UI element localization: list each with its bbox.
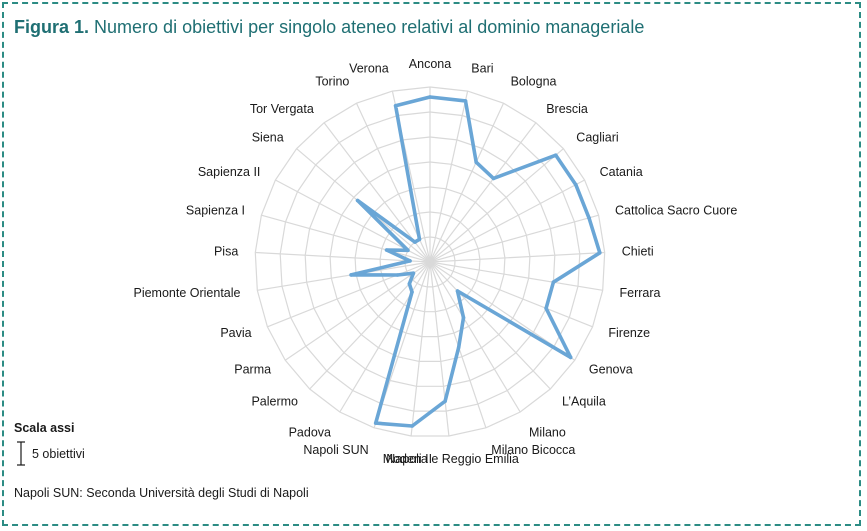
grid-spoke bbox=[429, 90, 469, 263]
category-label: Bari bbox=[471, 62, 493, 76]
data-point bbox=[408, 259, 412, 263]
category-label: Ferrara bbox=[620, 286, 661, 300]
data-point bbox=[443, 399, 447, 404]
grid-spoke bbox=[429, 261, 593, 328]
category-label: Pisa bbox=[214, 245, 238, 259]
data-point bbox=[406, 248, 410, 253]
grid-spoke bbox=[410, 261, 431, 437]
category-label: Brescia bbox=[546, 102, 588, 116]
grid-spoke bbox=[429, 251, 605, 263]
category-label: Piemonte Orientale bbox=[133, 286, 240, 300]
grid-spoke bbox=[429, 214, 599, 263]
grid-spoke bbox=[261, 214, 431, 263]
data-point bbox=[410, 290, 414, 294]
data-point bbox=[349, 273, 353, 277]
data-point bbox=[598, 251, 602, 255]
data-point bbox=[384, 248, 389, 252]
grid-ring bbox=[379, 211, 481, 313]
category-label: Modena e Reggio Emilia bbox=[383, 452, 519, 466]
grid-spoke bbox=[255, 251, 431, 263]
category-label: Milano bbox=[529, 426, 566, 440]
category-label: Genova bbox=[589, 363, 633, 377]
data-point bbox=[568, 355, 573, 360]
grid-spoke bbox=[429, 261, 450, 437]
grid-ring bbox=[304, 136, 556, 387]
grid-ring bbox=[329, 161, 531, 362]
category-label: Sapienza I bbox=[186, 204, 245, 218]
data-point bbox=[456, 345, 461, 350]
data-point bbox=[455, 289, 460, 293]
grid-ring bbox=[354, 186, 506, 338]
figure-title-text: Numero di obiettivi per singolo ateneo r… bbox=[94, 17, 645, 37]
data-point bbox=[393, 103, 398, 108]
grid-spoke bbox=[429, 261, 551, 390]
category-label: Firenze bbox=[608, 326, 650, 340]
category-label: Torino bbox=[315, 75, 349, 89]
category-label: Verona bbox=[349, 62, 389, 76]
category-label: Tor Vergata bbox=[250, 102, 314, 116]
data-point bbox=[551, 280, 556, 285]
grid-spoke bbox=[429, 122, 537, 263]
grid-spoke bbox=[429, 179, 585, 263]
data-point bbox=[428, 95, 432, 99]
grid-spoke bbox=[429, 102, 505, 263]
data-point bbox=[554, 153, 558, 157]
grid-ring bbox=[254, 86, 606, 437]
category-label: Milano Bicocca bbox=[491, 443, 575, 457]
category-label: Chieti bbox=[622, 245, 654, 259]
footnote: Napoli SUN: Seconda Università degli Stu… bbox=[14, 486, 309, 500]
data-point bbox=[461, 315, 466, 320]
data-point bbox=[395, 273, 400, 277]
scale-bar-icon bbox=[17, 441, 25, 466]
radar-category-labels: Ancona Bari Bologna Brescia Cagliari Catania C… bbox=[133, 57, 737, 466]
grid-spoke bbox=[284, 261, 431, 361]
data-point bbox=[544, 306, 548, 311]
grid-spoke bbox=[429, 148, 564, 263]
category-label: Padova bbox=[289, 426, 331, 440]
category-label: Napoli SUN bbox=[303, 443, 368, 457]
category-label: Ancona bbox=[409, 57, 451, 71]
data-point bbox=[413, 240, 417, 244]
category-label: Parma bbox=[234, 363, 271, 377]
data-point bbox=[587, 216, 591, 220]
category-label: Cagliari bbox=[576, 131, 618, 145]
data-point bbox=[491, 176, 496, 181]
category-label: Sapienza II bbox=[198, 165, 261, 179]
data-point bbox=[417, 237, 422, 242]
data-point bbox=[574, 182, 578, 187]
scale-title: Scala assi bbox=[14, 421, 75, 435]
category-label: Siena bbox=[252, 131, 284, 145]
figure-frame bbox=[2, 2, 861, 526]
grid-spoke bbox=[429, 261, 603, 291]
category-label: Palermo bbox=[251, 394, 298, 408]
grid-spoke bbox=[339, 261, 431, 413]
category-label: Cattolica Sacro Cuore bbox=[615, 204, 737, 218]
grid-spoke bbox=[257, 261, 431, 291]
data-point bbox=[463, 99, 468, 103]
category-label: Bologna bbox=[511, 75, 557, 89]
data-point bbox=[407, 282, 412, 286]
data-point bbox=[373, 421, 378, 425]
grid-spoke bbox=[429, 261, 521, 413]
category-label: Napoli II bbox=[386, 452, 432, 466]
scale-label: 5 obiettivi bbox=[32, 447, 85, 461]
data-point bbox=[410, 424, 415, 428]
radar-grid-spokes bbox=[255, 87, 605, 437]
figure-label: Figura 1. bbox=[14, 17, 90, 37]
radar-series-polygon bbox=[349, 95, 602, 428]
category-label: L’Aquila bbox=[562, 394, 606, 408]
data-point bbox=[355, 198, 360, 203]
data-point bbox=[411, 271, 416, 276]
category-label: Catania bbox=[600, 165, 643, 179]
category-label: Pavia bbox=[220, 326, 251, 340]
radar-data-points bbox=[349, 95, 602, 428]
figure-title: Figura 1. Numero di obiettivi per singol… bbox=[14, 17, 644, 38]
data-point bbox=[474, 160, 479, 164]
